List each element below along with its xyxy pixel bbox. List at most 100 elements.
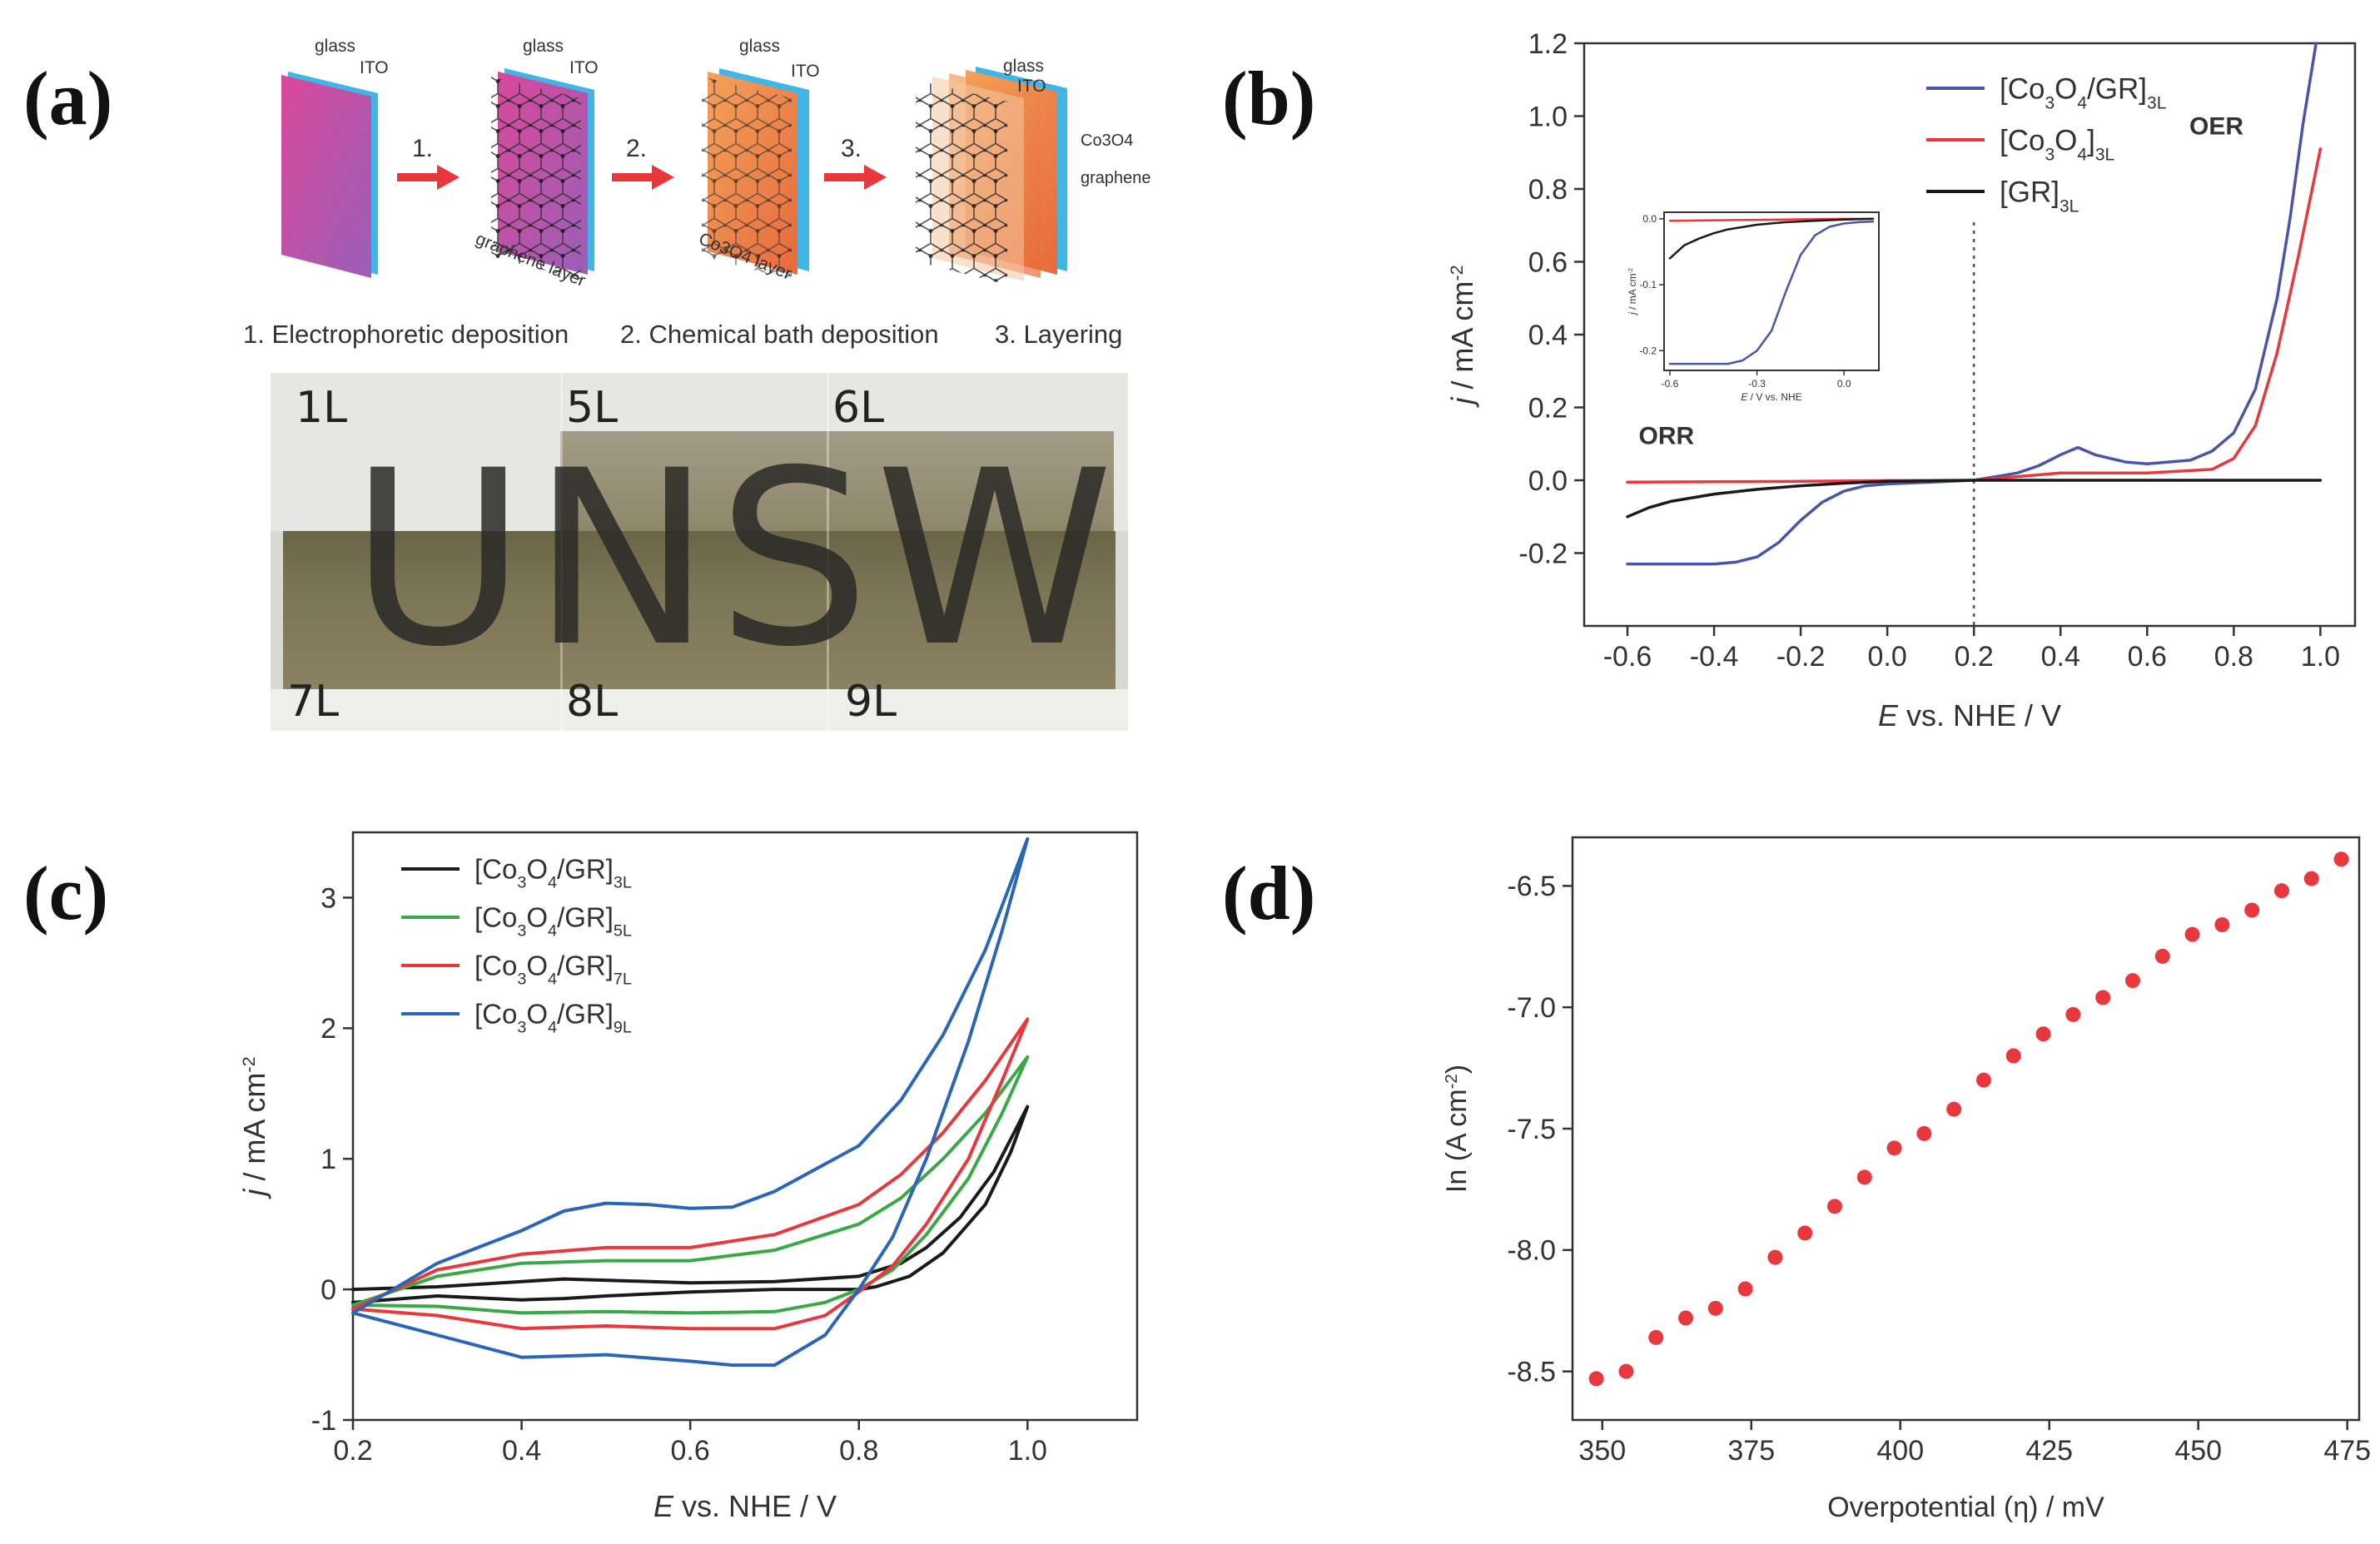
x-tick-label: 0.6 — [671, 1435, 710, 1467]
legend-entry-2: [Co3O4/GR]7L — [401, 951, 632, 989]
plot-frame — [351, 831, 1139, 1422]
data-point — [2244, 902, 2260, 918]
data-point — [1856, 1169, 1872, 1185]
x-tick-label: -0.4 — [1690, 641, 1739, 673]
label-ito-4: ITO — [1017, 77, 1046, 96]
inset-series-line-1 — [1668, 217, 1875, 260]
legend-entry-1: [Co3O4]3L — [1926, 124, 2114, 164]
x-tick-label: 0.8 — [2214, 641, 2253, 673]
data-point — [2303, 871, 2319, 886]
arrow-1 — [397, 165, 460, 190]
step-number-3: 3. — [841, 135, 862, 162]
layer-label-8l: 8L — [566, 677, 619, 727]
y-tick-label: -1 — [311, 1405, 336, 1437]
label-ito-1: ITO — [360, 58, 389, 77]
panel-label-a: (a) — [23, 56, 113, 141]
x-tick-label: 0.2 — [333, 1435, 372, 1467]
step-number-2: 2. — [626, 135, 647, 162]
inset-y-tick-label: -0.2 — [1639, 345, 1657, 356]
y-axis-label: j / mA cm-2 — [1627, 268, 1639, 316]
label-graphene: graphene — [1081, 169, 1151, 187]
y-tick-label: 0.6 — [1528, 246, 1568, 278]
y-axis-label: In (A cm-2) — [1441, 1065, 1473, 1193]
legend-entry-0: [Co3O4/GR]3L — [1926, 72, 2166, 112]
x-tick-label: 1.0 — [2301, 641, 2340, 673]
data-point — [1737, 1281, 1753, 1297]
data-point — [1797, 1225, 1813, 1241]
legend-entry-1: [Co3O4/GR]5L — [401, 902, 632, 941]
data-point — [1946, 1101, 1962, 1117]
data-point — [2035, 1026, 2051, 1042]
data-point — [2333, 851, 2349, 867]
layer-label-9l: 9L — [845, 677, 897, 727]
data-point — [2214, 917, 2230, 932]
step-caption-3: 3. Layering — [995, 320, 1122, 349]
x-axis-label: E vs. NHE / V — [653, 1489, 837, 1523]
series-line-1 — [1626, 147, 2323, 484]
data-point — [1648, 1329, 1664, 1345]
data-point — [2124, 973, 2140, 989]
layer-label-6l: 6L — [832, 383, 885, 433]
series-line-2 — [1626, 479, 2323, 519]
x-tick-label: 0.2 — [1955, 641, 1994, 673]
fabrication-schematic: 1. 2. 3. glass ITO glass ITO glass ITO g… — [243, 37, 1151, 349]
inset-x-tick-label: 0.0 — [1837, 378, 1851, 390]
legend-label: [Co3O4]3L — [2000, 124, 2114, 164]
layer-label-1l: 1L — [296, 383, 348, 433]
panel-label-b: (b) — [1222, 56, 1316, 141]
y-tick-label: 1.2 — [1528, 28, 1568, 60]
chart-b-orr-oer: -0.6 -0.4 -0.2 0.0 0.2 0.4 0.6 0.8 1.0 -0.2 0.0 0.2… — [1445, 28, 2357, 732]
chart-c-layer-cv: 0.2 0.4 0.6 0.8 1.0 -1 0 1 2 3 [Co3O4/GR]3L [Co3O4/… — [237, 831, 1139, 1523]
data-point — [1886, 1140, 1902, 1156]
y-tick-label: -8.0 — [1507, 1235, 1556, 1267]
x-tick-label: 375 — [1727, 1435, 1775, 1467]
x-tick-label: 0.0 — [1868, 641, 1907, 673]
y-tick-label: -6.5 — [1507, 871, 1556, 902]
x-tick-label: 425 — [2025, 1435, 2073, 1467]
data-point — [2005, 1048, 2021, 1064]
x-tick-label: 0.4 — [2041, 641, 2080, 673]
data-point — [1916, 1125, 1932, 1141]
x-tick-label: 400 — [1876, 1435, 1924, 1467]
y-tick-label: 0.8 — [1528, 174, 1568, 206]
label-glass-1: glass — [315, 37, 355, 56]
y-tick-label: -7.0 — [1507, 992, 1556, 1024]
plot-frame — [1571, 836, 2361, 1422]
x-tick-label: -0.6 — [1603, 641, 1652, 673]
label-glass-3: glass — [739, 37, 780, 56]
annotation-orr: ORR — [1639, 422, 1695, 449]
x-tick-label: 450 — [2174, 1435, 2222, 1467]
legend-entry-2: [GR]3L — [1926, 176, 2079, 216]
step-caption-2: 2. Chemical bath deposition — [620, 320, 939, 349]
series-loop-0 — [351, 1105, 1030, 1304]
x-tick-label: 0.8 — [839, 1435, 878, 1467]
series-line-0 — [1626, 42, 2318, 566]
x-tick-label: 350 — [1578, 1435, 1626, 1467]
slide-layered — [916, 67, 1067, 285]
data-point — [1707, 1300, 1723, 1316]
y-tick-label: 1 — [320, 1144, 336, 1175]
data-point — [1767, 1249, 1783, 1265]
legend-label: [Co3O4/GR]5L — [475, 902, 632, 941]
label-co3o4: Co3O4 — [1081, 132, 1133, 150]
data-point — [2154, 948, 2170, 964]
step-caption-1: 1. Electrophoretic deposition — [243, 320, 569, 349]
step-number-1: 1. — [412, 135, 433, 162]
data-point — [1678, 1310, 1694, 1326]
y-tick-label: 0.4 — [1528, 320, 1568, 351]
chart-d-tafel: 350 375 400 425 450 475 -8.5 -8.0 -7.5 -7.0 -6.5 Ov… — [1441, 836, 2371, 1523]
arrow-2 — [612, 165, 674, 190]
y-tick-label: 0.2 — [1528, 392, 1568, 424]
data-point — [2273, 883, 2289, 899]
x-axis-label: E vs. NHE / V — [1878, 698, 2061, 732]
y-tick-label: -7.5 — [1507, 1114, 1556, 1145]
legend-label: [Co3O4/GR]3L — [2000, 72, 2166, 112]
data-point — [1588, 1371, 1604, 1387]
slide-co3o4 — [702, 68, 809, 280]
y-tick-label: 1.0 — [1528, 101, 1568, 132]
inset-series-line-2 — [1668, 220, 1875, 365]
y-tick-label: 0 — [320, 1274, 336, 1306]
data-point — [1827, 1199, 1842, 1214]
x-tick-label: -0.2 — [1776, 641, 1826, 673]
label-ito-3: ITO — [791, 62, 820, 81]
